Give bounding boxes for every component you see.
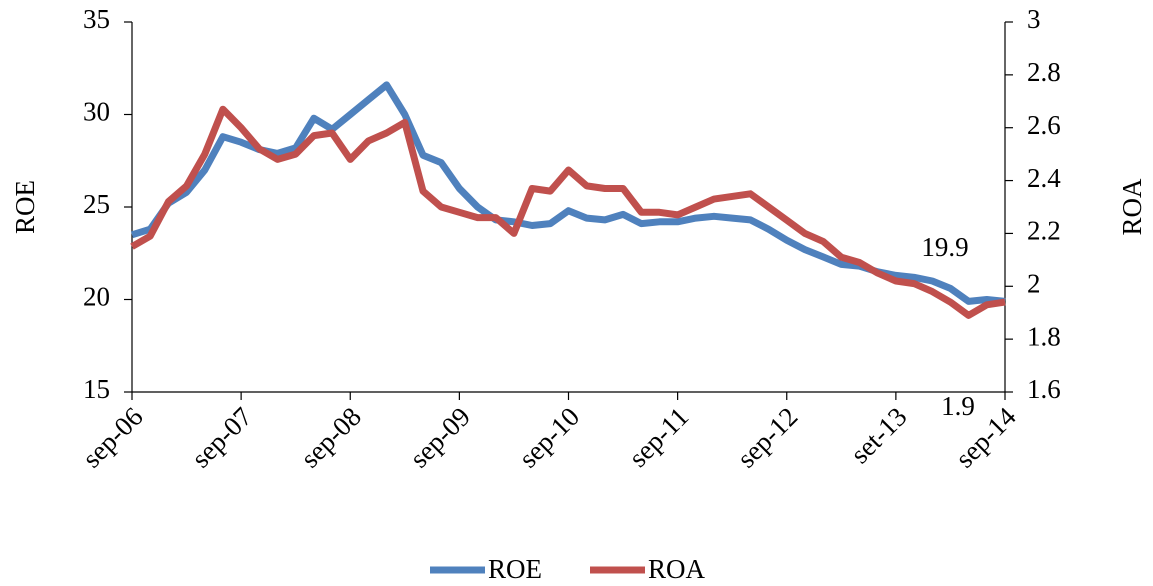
x-tick-label: sep-07 bbox=[186, 401, 258, 473]
y2-axis-title: ROA bbox=[1117, 178, 1147, 236]
legend-label: ROE bbox=[488, 554, 542, 584]
y2-tick-label: 2.8 bbox=[1027, 57, 1061, 87]
x-tick-label: sep-11 bbox=[623, 401, 694, 472]
y-tick-label: 15 bbox=[83, 374, 110, 404]
data-line bbox=[130, 105, 1006, 319]
y-tick-label: 20 bbox=[83, 282, 110, 312]
y2-tick-label: 3 bbox=[1027, 4, 1041, 34]
x-tick-label: sep-12 bbox=[731, 401, 803, 473]
y-tick-label: 30 bbox=[83, 97, 110, 127]
y2-tick-label: 2.4 bbox=[1027, 163, 1061, 193]
legend-label: ROA bbox=[648, 554, 706, 584]
x-tick-label: sep-06 bbox=[77, 401, 149, 473]
annotation: 1.9 bbox=[941, 391, 975, 421]
x-tick-label: sep-08 bbox=[295, 401, 367, 473]
y-axis-title: ROE bbox=[10, 180, 40, 234]
y2-tick-label: 1.8 bbox=[1027, 321, 1061, 351]
x-tick-label: sep-10 bbox=[513, 401, 585, 473]
y-tick-label: 25 bbox=[83, 189, 110, 219]
annotation: 19.9 bbox=[921, 232, 968, 262]
x-tick-label: sep-09 bbox=[404, 401, 476, 473]
y2-tick-label: 2.6 bbox=[1027, 110, 1061, 140]
x-tick-label: set-13 bbox=[845, 401, 913, 469]
y2-tick-label: 2 bbox=[1027, 268, 1041, 298]
y2-tick-label: 1.6 bbox=[1027, 374, 1061, 404]
y-tick-label: 35 bbox=[83, 4, 110, 34]
y2-tick-label: 2.2 bbox=[1027, 216, 1061, 246]
